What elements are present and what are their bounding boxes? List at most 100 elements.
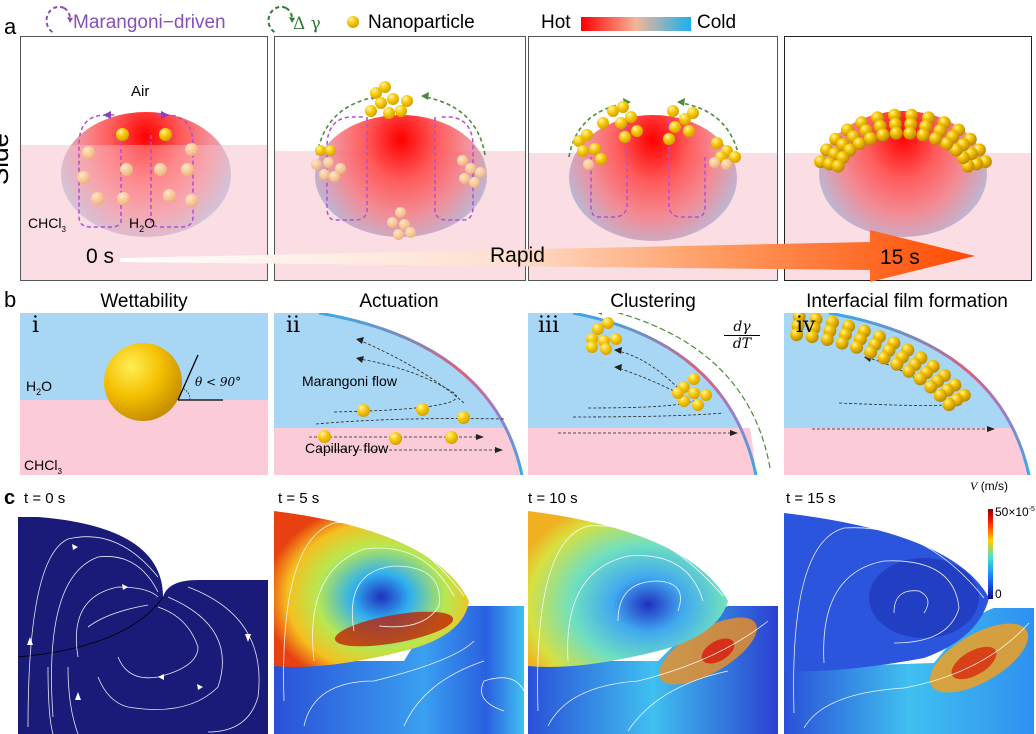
nanoparticle-submerged [457,155,468,166]
nanoparticle [159,128,172,141]
nanoparticle [913,372,927,386]
nanoparticle-film [814,108,992,173]
nanoparticle [610,333,622,345]
nanoparticle [820,333,834,346]
panel-a-label: a [4,14,17,39]
nanoparticle-submerged [163,189,176,202]
nanoparticle [416,403,429,416]
nanoparticle [600,343,612,355]
chcl3-text: CHCl [24,457,58,473]
panel-b-iv: iv [784,313,1032,475]
nanoparticle [688,387,700,399]
contact-angle-label: θ < 90° [195,375,242,389]
nanoparticle [672,387,684,399]
nanoparticle-legend-label: Nanoparticle [368,12,475,33]
nanoparticle-submerged [387,217,398,228]
nanoparticle-submerged [154,163,167,176]
h2o-h: H [129,215,140,231]
nanoparticle [617,101,629,113]
nanoparticle [711,137,723,149]
nanoparticle [877,351,891,365]
chcl3-label: CHCl3 [28,215,66,234]
nanoparticle [401,95,413,107]
delta-gamma-legend-label: Δ γ [293,14,321,34]
h2o-h: H [26,378,37,394]
nanoparticle [889,126,903,140]
nanoparticle [729,151,741,163]
roman-iii: iii [538,313,560,338]
dgamma-dT-fraction: dγ dT [724,319,760,352]
nanoparticle [589,143,601,155]
temperature-gradient-bar [581,17,691,31]
marangoni-flow-label: Marangoni flow [302,373,397,389]
nanoparticle [940,137,954,151]
capillary-flow-label: Capillary flow [305,440,389,456]
nanoparticle [577,145,589,157]
nanoparticle-submerged [120,163,133,176]
nanoparticle [942,398,956,412]
nanoparticle-submerged [82,146,95,159]
nanoparticle [615,117,627,129]
nanoparticle [687,107,699,119]
nanoparticle [619,131,631,143]
colorbar-max: 50×10 [995,505,1029,519]
nanoparticle [876,128,890,142]
h2o-label: H2O [26,378,52,397]
h2o-label: H2O [129,215,155,234]
nanoparticle-submerged [393,229,404,240]
nanoparticle-submerged [91,192,104,205]
nanoparticle-submerged [395,207,406,218]
nanoparticle-submerged [185,143,198,156]
nanoparticle-submerged [329,171,340,182]
clustering-title: Clustering [610,291,696,312]
nanoparticle-submerged [405,227,416,238]
nanoparticle-submerged [319,169,330,180]
nanoparticle [387,93,399,105]
chcl3-label: CHCl3 [24,457,62,475]
contact-angle-diagram [177,354,223,401]
time-label-5s: t = 5 s [278,490,320,507]
nanoparticle [902,364,916,378]
nanoparticle [457,411,470,424]
actuation-diagram [274,313,524,475]
nanoparticle [597,117,609,129]
air-label: Air [131,83,150,100]
nanoparticle-submerged [181,163,194,176]
rapid-label: Rapid [490,244,545,267]
nanoparticle [315,145,326,156]
nanoparticle [890,357,904,371]
nanoparticle [863,132,877,146]
nanoparticle [389,432,402,445]
start-time-label: 0 s [86,245,115,268]
nanoparticle [805,330,819,344]
nanoparticle [375,97,387,109]
panel-a-frame-0s: Air CHCl3 H2O [20,36,268,281]
h2o-subscript: 2 [36,386,42,397]
panel-b-iii: iii dγ dT [528,313,778,475]
colorbar [988,509,993,599]
fraction-denominator: dT [724,335,760,352]
nanoparticle [625,111,637,123]
chcl3-text: CHCl [28,215,62,231]
nanoparticle [700,389,712,401]
nanoparticle-submerged [185,194,198,207]
nanoparticle [692,399,704,411]
nanoparticle [667,105,679,117]
cold-label: Cold [697,12,737,33]
nanoparticle [929,132,943,146]
nanoparticle-submerged [721,159,732,170]
nanoparticle [916,128,930,142]
nanoparticle-submerged [77,171,90,184]
h2o-o: O [144,215,156,231]
colorbar-min-label: 0 [995,587,1002,601]
nanoparticle [445,431,458,444]
actuation-title: Actuation [359,291,439,312]
nanoparticle [831,159,845,173]
nanoparticle [586,341,598,353]
chcl3-subscript: 3 [61,224,66,234]
film-formation-diagram [784,313,1031,475]
panel-b-i: θ < 90° i H2O CHCl3 [20,313,268,475]
nanoparticle [924,380,938,394]
nanoparticle [595,153,607,165]
flow-loops [568,98,740,218]
